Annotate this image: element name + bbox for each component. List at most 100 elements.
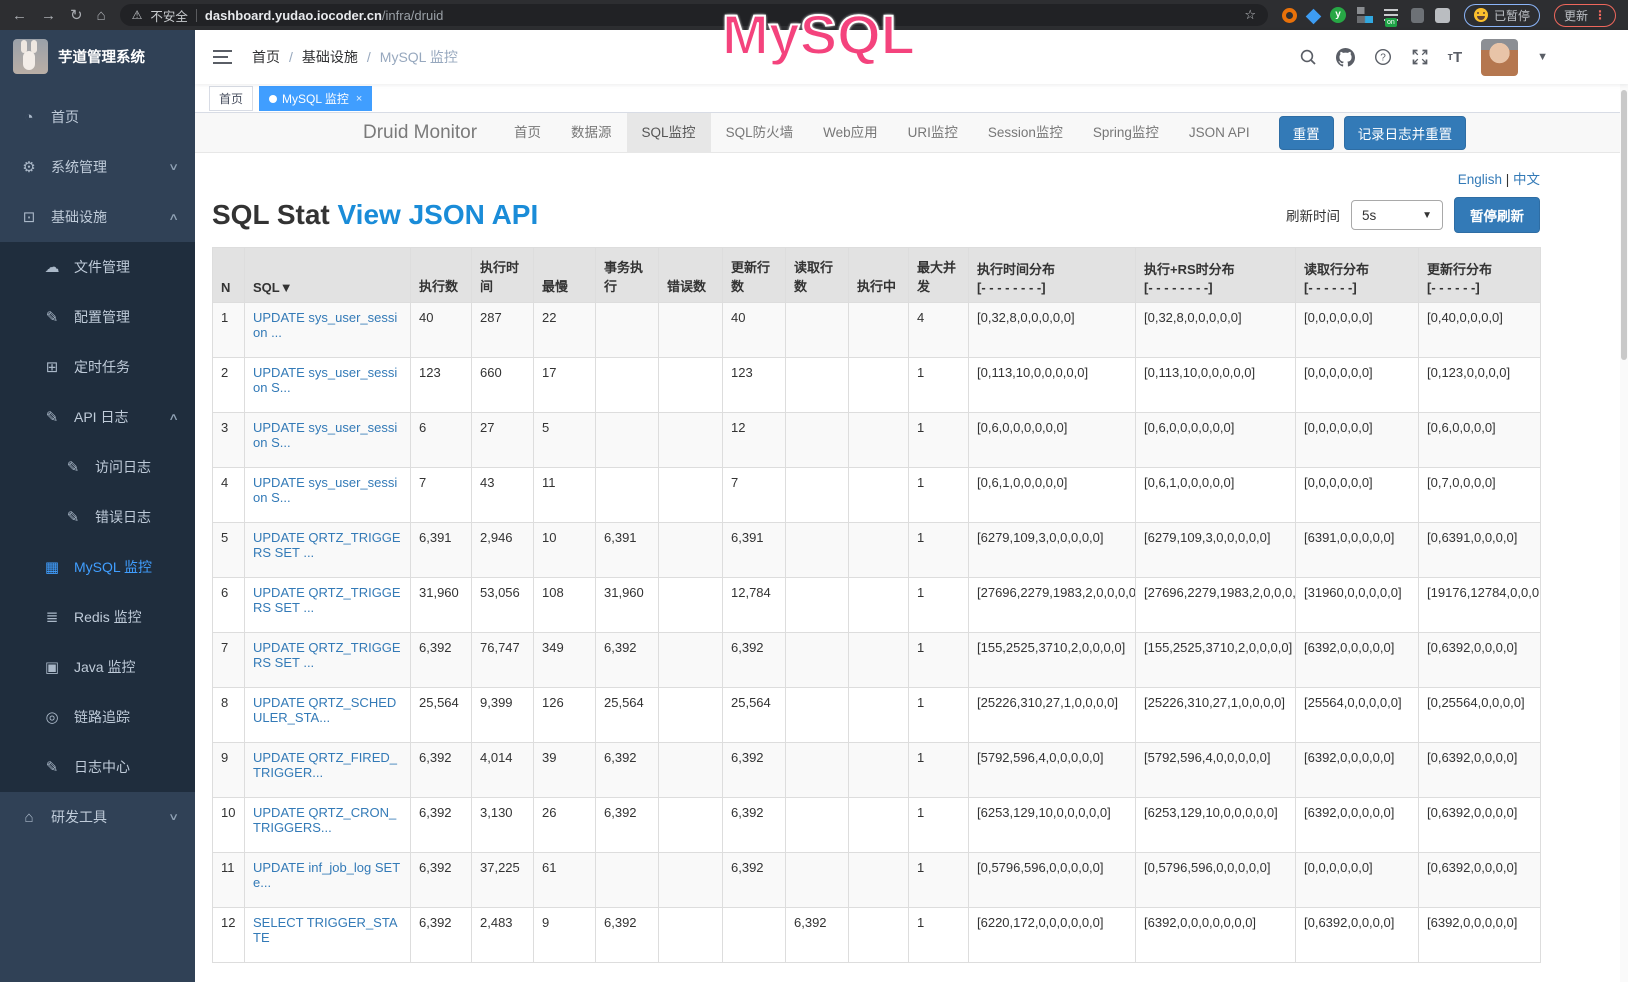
sql-link[interactable]: UPDATE inf_job_log SET e...	[253, 860, 400, 890]
back-icon[interactable]: ←	[12, 6, 27, 24]
lang-link[interactable]: English	[1457, 172, 1502, 187]
app-logo[interactable]: 芋道管理系统	[0, 30, 195, 82]
druid-nav-item[interactable]: SQL监控	[626, 112, 711, 153]
extension-ring-icon[interactable]	[1281, 7, 1297, 23]
column-header[interactable]: 更新行数	[722, 247, 786, 303]
column-header[interactable]: 读取行数	[785, 247, 849, 303]
extension-list-icon[interactable]: on	[1383, 7, 1400, 27]
druid-nav-item[interactable]: Session监控	[987, 124, 1063, 140]
column-header-range: [- - - - - - - -]	[977, 280, 1046, 295]
cell-sql: UPDATE QRTZ_TRIGGERS SET ...	[244, 522, 411, 578]
sql-link[interactable]: UPDATE sys_user_session S...	[253, 365, 398, 395]
scrollbar-thumb[interactable]	[1621, 90, 1627, 360]
sidebar-item[interactable]: ☁ 文件管理	[0, 242, 195, 292]
column-header[interactable]: N	[212, 247, 245, 303]
sidebar-item[interactable]: ◎ 链路追踪	[0, 692, 195, 742]
close-icon[interactable]: ×	[355, 92, 363, 105]
paused-pill[interactable]: 已暂停	[1463, 3, 1540, 27]
sql-link[interactable]: UPDATE QRTZ_TRIGGERS SET ...	[253, 530, 401, 560]
home-icon[interactable]: ⌂	[96, 6, 106, 24]
browser-toolbar: ← → ↻ ⌂ ⚠ 不安全 dashboard.yudao.iocoder.cn…	[0, 0, 1628, 30]
fullscreen-icon[interactable]	[1411, 48, 1429, 66]
help-icon[interactable]: ?	[1374, 48, 1392, 66]
sql-link[interactable]: UPDATE sys_user_session ...	[253, 310, 398, 340]
sql-link[interactable]: UPDATE QRTZ_CRON_TRIGGERS...	[253, 805, 397, 835]
sidebar-item[interactable]: ⊞ 定时任务	[0, 342, 195, 392]
sidebar-toggle-icon[interactable]	[213, 50, 232, 64]
bookmark-star-icon[interactable]: ☆	[1244, 7, 1256, 22]
view-tab[interactable]: 首页	[209, 86, 254, 111]
view-tab[interactable]: MySQL 监控 ×	[259, 86, 373, 111]
druid-nav-item[interactable]: 数据源	[571, 124, 612, 140]
cell-exec_time: 2,946	[471, 522, 534, 578]
column-header[interactable]: 事务执行	[595, 247, 659, 303]
extension-squares-icon[interactable]	[1356, 7, 1373, 23]
view-json-api-link[interactable]: View JSON API	[337, 199, 539, 230]
druid-nav-item[interactable]: URI监控	[907, 124, 958, 140]
druid-nav-item[interactable]: JSON API	[1188, 124, 1250, 140]
address-bar[interactable]: ⚠ 不安全 dashboard.yudao.iocoder.cn/infra/d…	[119, 4, 1268, 26]
druid-nav-item[interactable]: Web应用	[823, 124, 878, 140]
druid-nav-item[interactable]: SQL防火墙	[725, 124, 794, 140]
user-avatar[interactable]	[1481, 38, 1519, 76]
sidebar-item[interactable]: ⚙ 系统管理 ∨	[0, 142, 195, 192]
column-header[interactable]: 读取行分布 [- - - - - -]	[1295, 247, 1419, 303]
column-header[interactable]: SQL▼	[244, 247, 411, 303]
sidebar-item[interactable]: ◔ 首页	[0, 92, 195, 142]
log-and-reset-button[interactable]: 记录日志并重置	[1343, 115, 1467, 150]
sql-link[interactable]: UPDATE QRTZ_FIRED_TRIGGER...	[253, 750, 397, 780]
column-header[interactable]: 错误数	[658, 247, 723, 303]
sql-link[interactable]: UPDATE QRTZ_TRIGGERS SET ...	[253, 640, 401, 670]
column-header[interactable]: 执行时间分布 [- - - - - - - -]	[968, 247, 1136, 303]
sidebar-item[interactable]: ✎ API 日志 ∧	[0, 392, 195, 442]
update-button[interactable]: 更新 ⋮	[1553, 3, 1616, 27]
lang-link[interactable]: 中文	[1513, 172, 1540, 187]
cell-n: 4	[212, 467, 245, 523]
sql-link[interactable]: UPDATE QRTZ_TRIGGERS SET ...	[253, 585, 401, 615]
breadcrumb-item[interactable]: 基础设施	[301, 49, 358, 65]
sidebar-item[interactable]: ✎ 配置管理	[0, 292, 195, 342]
sidebar-item[interactable]: ✎ 错误日志	[0, 492, 195, 542]
column-header[interactable]: 最大并发	[908, 247, 969, 303]
sql-link[interactable]: UPDATE sys_user_session S...	[253, 475, 398, 505]
column-header[interactable]: 更新行分布 [- - - - - -]	[1418, 247, 1541, 303]
pause-refresh-button[interactable]: 暂停刷新	[1454, 197, 1540, 233]
druid-nav-item[interactable]: Spring监控	[1092, 124, 1159, 140]
sidebar-item[interactable]: ▦ MySQL 监控	[0, 542, 195, 592]
github-icon[interactable]	[1335, 47, 1355, 67]
cell-exec_time_dist: [6220,172,0,0,0,0,0,0]	[968, 907, 1136, 963]
refresh-interval-select[interactable]: 5s ▼	[1351, 200, 1443, 230]
extension-misc-icon[interactable]	[1410, 7, 1424, 23]
column-header[interactable]: 最慢	[533, 247, 596, 303]
sql-link[interactable]: UPDATE sys_user_session S...	[253, 420, 398, 450]
column-header[interactable]: 执行数	[410, 247, 472, 303]
druid-nav-item[interactable]: 首页	[514, 124, 542, 140]
reset-button[interactable]: 重置	[1278, 115, 1334, 150]
cell-slowest: 26	[533, 797, 596, 853]
sidebar-item[interactable]: ✎ 访问日志	[0, 442, 195, 492]
reload-icon[interactable]: ↻	[70, 6, 83, 24]
search-icon[interactable]	[1299, 48, 1317, 66]
sidebar-item[interactable]: ✎ 日志中心	[0, 742, 195, 792]
sidebar-item[interactable]: ▣ Java 监控	[0, 642, 195, 692]
extension-gem-icon[interactable]	[1305, 8, 1322, 24]
more-menu-icon[interactable]: ⋮	[1594, 8, 1606, 22]
sql-link[interactable]: SELECT TRIGGER_STATE	[253, 915, 398, 945]
puzzle-extensions-icon[interactable]	[1434, 7, 1450, 23]
cell-tx_exec: 6,391	[595, 522, 659, 578]
breadcrumb-item[interactable]: 首页	[252, 49, 280, 65]
sidebar-item[interactable]: ≣ Redis 监控	[0, 592, 195, 642]
page-scrollbar[interactable]	[1620, 30, 1628, 982]
column-header[interactable]: 执行+RS时分布 [- - - - - - - -]	[1135, 247, 1296, 303]
sidebar-item[interactable]: ⊡ 基础设施 ∧	[0, 192, 195, 242]
column-header[interactable]: 执行中	[848, 247, 909, 303]
extension-y-icon[interactable]: y	[1329, 7, 1346, 23]
avatar-dropdown-caret-icon[interactable]: ▼	[1537, 51, 1548, 63]
sidebar-item[interactable]: ⌂ 研发工具 ∨	[0, 792, 195, 842]
cell-update_rows: 7	[722, 467, 786, 523]
forward-icon[interactable]: →	[41, 6, 56, 24]
column-header[interactable]: 执行时间	[471, 247, 534, 303]
cell-slowest: 61	[533, 852, 596, 908]
sql-link[interactable]: UPDATE QRTZ_SCHEDULER_STA...	[253, 695, 397, 725]
